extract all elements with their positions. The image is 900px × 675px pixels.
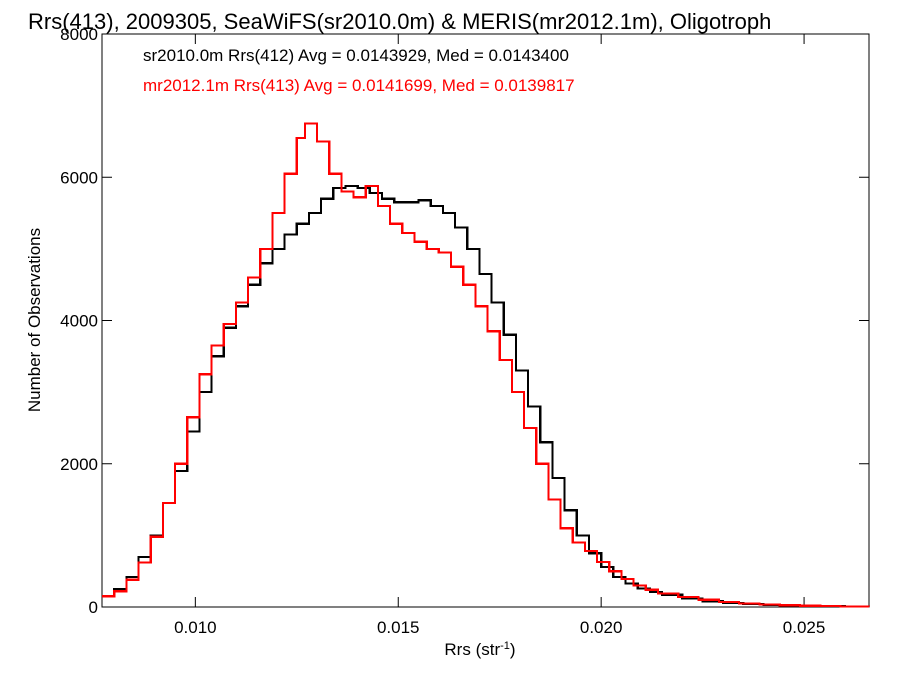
- series-lines: [102, 122, 871, 608]
- chart-title: Rrs(413), 2009305, SeaWiFS(sr2010.0m) & …: [28, 9, 771, 34]
- x-tick-label: 0.010: [174, 618, 217, 637]
- x-axis-label: Rrs (str-1): [444, 640, 515, 659]
- y-tick-label: 6000: [60, 168, 98, 187]
- y-tick-label: 4000: [60, 312, 98, 331]
- x-axis-label-suffix: ): [510, 640, 516, 659]
- x-axis-label-main: Rrs (str: [444, 640, 500, 659]
- x-tick-label: 0.015: [377, 618, 420, 637]
- y-axis-ticks: 0 2000 4000 6000 8000: [60, 25, 869, 617]
- series-line-black: [102, 184, 871, 608]
- x-axis-label-superscript: -1: [500, 640, 510, 652]
- y-tick-label: 0: [89, 598, 98, 617]
- y-axis-label: Number of Observations: [25, 228, 44, 412]
- x-axis-ticks: 0.010 0.015 0.020 0.025: [174, 34, 825, 637]
- x-tick-label: 0.025: [783, 618, 826, 637]
- series-line-red: [102, 122, 871, 608]
- y-tick-label: 2000: [60, 455, 98, 474]
- plot-frame: [101, 33, 870, 608]
- x-tick-label: 0.020: [580, 618, 623, 637]
- annotation-black: sr2010.0m Rrs(412) Avg = 0.0143929, Med …: [143, 46, 569, 65]
- y-tick-label: 8000: [60, 25, 98, 44]
- annotation-red: mr2012.1m Rrs(413) Avg = 0.0141699, Med …: [143, 76, 575, 95]
